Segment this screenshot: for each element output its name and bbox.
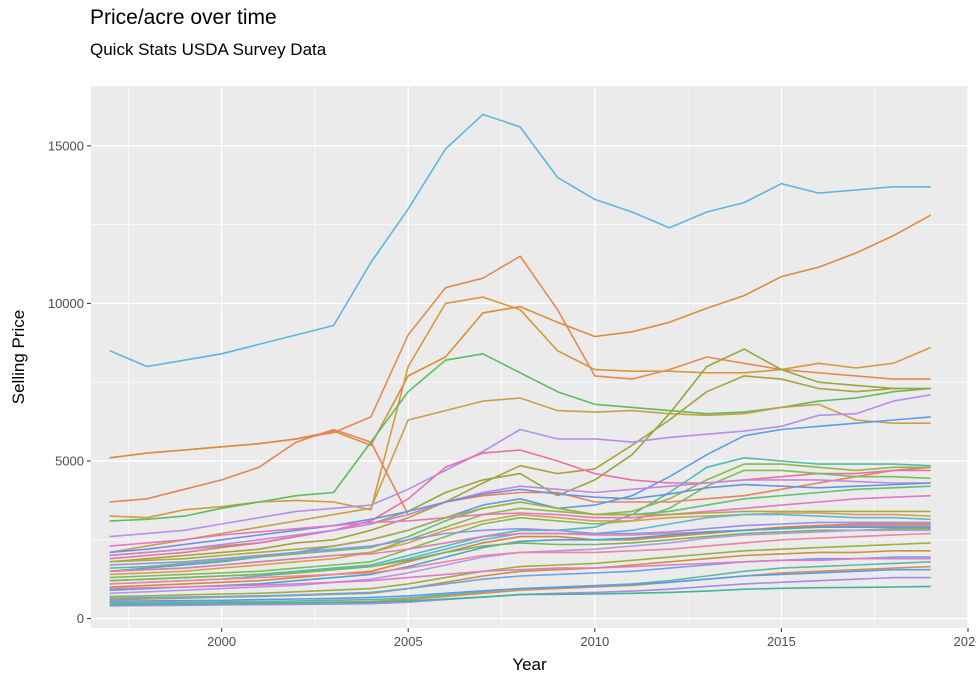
x-tick-label: 2000	[207, 634, 236, 649]
series-line-10	[109, 394, 931, 538]
series-line-30	[109, 542, 931, 598]
chart-title: Price/acre over time	[90, 6, 277, 29]
series-line-5	[109, 352, 931, 522]
series-line-20	[109, 501, 931, 563]
series-line-36	[109, 568, 931, 602]
y-tick-label: 0	[77, 611, 84, 626]
y-axis-title: Selling Price	[9, 310, 28, 405]
y-tick-label: 10000	[48, 296, 84, 311]
series-line-1	[109, 113, 931, 368]
series-line-38	[109, 585, 931, 606]
x-tick-label: 2015	[767, 634, 796, 649]
x-tick-label: 2010	[580, 634, 609, 649]
series-line-9	[109, 375, 931, 563]
series-line-23	[109, 521, 931, 566]
x-axis-title: Year	[512, 655, 547, 674]
series-layer	[109, 113, 932, 607]
series-line-6	[109, 397, 931, 554]
series-line-17	[109, 482, 931, 554]
y-tick-label: 5000	[55, 453, 84, 468]
y-axis: 0 5000 10000 15000	[48, 138, 91, 626]
series-line-21	[109, 512, 931, 576]
series-line-19	[109, 494, 931, 547]
series-line-29	[109, 532, 931, 585]
x-tick-label: 2005	[394, 634, 423, 649]
series-line-27	[109, 527, 931, 582]
major-gridlines	[91, 86, 969, 628]
series-line-3	[109, 214, 932, 459]
y-tick-label: 15000	[48, 138, 84, 153]
series-line-26	[109, 526, 931, 591]
series-line-12	[109, 449, 931, 560]
series-line-15	[109, 469, 931, 579]
series-line-16	[109, 479, 931, 557]
series-line-24	[109, 523, 931, 588]
series-line-33	[109, 557, 931, 590]
chart-subtitle: Quick Stats USDA Survey Data	[90, 40, 327, 59]
